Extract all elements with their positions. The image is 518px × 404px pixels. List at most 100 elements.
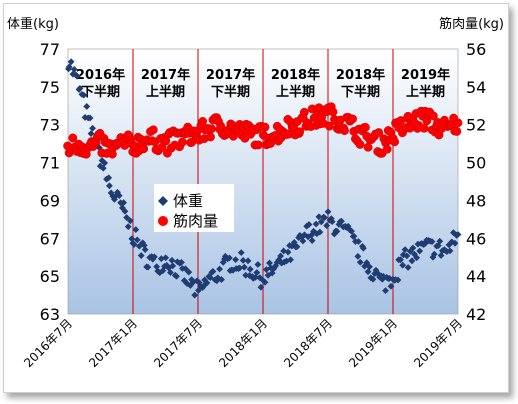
right-axis-label: 筋肉量(kg): [439, 16, 504, 32]
weight-point: [324, 208, 332, 216]
weight-point: [80, 91, 88, 99]
weight-point: [140, 242, 148, 249]
weight-point: [73, 72, 81, 80]
muscle-point: [355, 140, 365, 149]
period-label-year: 2017年: [206, 67, 255, 83]
weight-point: [96, 162, 104, 170]
weight-point: [124, 223, 132, 231]
weight-point: [382, 287, 389, 294]
muscle-point: [161, 136, 171, 146]
left-tick-label: 69: [40, 191, 60, 210]
weight-point: [126, 217, 134, 225]
weight-point: [144, 263, 152, 271]
weight-point: [350, 232, 358, 240]
legend-box: [154, 184, 234, 232]
weight-point: [133, 236, 141, 244]
weight-point: [401, 246, 409, 254]
weight-point: [403, 252, 411, 260]
muscle-point: [295, 127, 305, 137]
left-tick-label: 77: [40, 40, 60, 59]
right-tick-label: 42: [466, 305, 486, 324]
weight-point: [203, 279, 211, 287]
weight-point: [246, 272, 253, 279]
weight-point: [137, 252, 145, 259]
legend-weight-label: 体重: [173, 192, 203, 210]
weight-point: [163, 261, 171, 269]
right-tick-label: 44: [466, 267, 486, 286]
weight-point: [280, 247, 288, 255]
weight-point: [159, 267, 167, 275]
right-tick-label: 56: [466, 40, 486, 59]
weight-point: [232, 256, 240, 264]
weight-point: [323, 222, 331, 229]
weight-point: [308, 231, 315, 239]
weight-point: [284, 248, 292, 256]
right-tick-label: 46: [466, 229, 486, 248]
weight-point: [428, 238, 436, 245]
weight-point: [359, 244, 367, 252]
period-label-year: 2018年: [271, 67, 320, 83]
weight-point: [178, 258, 185, 266]
x-tick-label: 2016年7月: [21, 316, 75, 370]
muscle-point: [206, 132, 215, 142]
weight-point: [191, 291, 199, 299]
weight-point: [454, 231, 462, 238]
weight-point: [312, 220, 320, 228]
weight-point: [169, 262, 177, 270]
weight-point: [237, 249, 245, 257]
muscle-point: [363, 142, 373, 152]
weight-point: [369, 275, 377, 283]
legend-weight-marker: [158, 196, 168, 206]
weight-point: [157, 255, 165, 263]
weight-point: [364, 268, 372, 276]
weight-point: [414, 240, 422, 248]
weight-point: [434, 242, 442, 250]
weight-point: [328, 218, 336, 226]
period-label-year: 2016年: [76, 67, 125, 83]
weight-point: [65, 63, 73, 71]
weight-point: [399, 261, 407, 269]
weight-point: [257, 283, 265, 291]
right-tick-label: 54: [466, 78, 486, 97]
weight-point: [218, 276, 225, 283]
weight-point: [355, 238, 362, 245]
weight-point: [183, 280, 191, 287]
weight-point: [409, 244, 417, 252]
muscle-point: [139, 144, 149, 154]
weight-point: [354, 252, 362, 260]
muscle-point: [419, 123, 429, 133]
weight-point: [272, 262, 280, 270]
weight-point: [429, 253, 437, 261]
period-label-year: 2017年: [141, 67, 190, 83]
muscle-point: [452, 126, 462, 136]
left-tick-label: 71: [40, 154, 60, 173]
weight-point: [317, 218, 325, 226]
weight-point: [168, 256, 176, 264]
weight-point: [430, 250, 438, 258]
left-tick-label: 67: [40, 229, 60, 248]
weight-point: [363, 259, 371, 267]
chart-frame: 2016年 下半期 2017年 上半期 2017年 下半期 2018年 上半期 2018年 下半期…: [3, 3, 509, 393]
x-tick-label: 2018年7月: [281, 316, 335, 370]
weight-point: [153, 263, 161, 270]
left-axis-label: 体重(kg): [7, 16, 59, 32]
x-tick-label: 2018年1月: [216, 316, 270, 370]
muscle-point: [390, 137, 400, 147]
weight-point: [103, 175, 110, 183]
weight-point: [411, 250, 418, 258]
weight-point: [112, 192, 120, 200]
muscle-point: [328, 107, 338, 117]
weight-point: [128, 235, 136, 243]
weight-point: [288, 242, 296, 250]
period-label-half: 下半期: [211, 84, 250, 100]
muscle-point: [428, 111, 438, 121]
weight-point: [123, 214, 131, 221]
muscle-point: [348, 114, 358, 124]
weight-point: [185, 268, 193, 276]
weight-point: [397, 256, 404, 264]
muscle-point: [374, 128, 384, 137]
weight-point: [132, 226, 140, 233]
weight-point: [67, 58, 75, 66]
weight-point: [141, 246, 149, 254]
muscle-point: [198, 117, 208, 126]
